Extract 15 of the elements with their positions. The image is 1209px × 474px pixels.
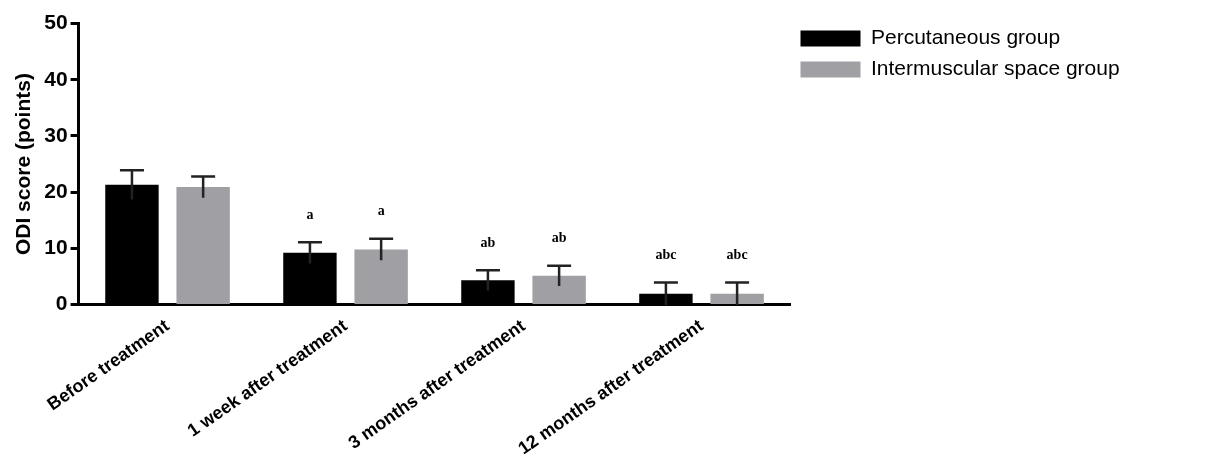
legend-label: Percutaneous group (871, 25, 1061, 49)
legend-label: Intermuscular space group (871, 56, 1120, 80)
y-tick-label: 0 (55, 291, 68, 315)
y-tick-label: 50 (44, 10, 68, 34)
data-label: a (377, 203, 385, 219)
y-tick-label: 40 (44, 66, 68, 90)
data-label: ab (480, 234, 496, 250)
data-label: a (306, 206, 314, 222)
data-label: abc (726, 247, 748, 263)
y-tick-label: 30 (44, 122, 68, 146)
data-label: ab (551, 230, 567, 246)
data-label: abc (655, 247, 677, 263)
y-tick-label: 20 (44, 178, 68, 202)
y-axis-title: ODI score (points) (11, 73, 35, 256)
y-tick-label: 10 (44, 235, 68, 259)
